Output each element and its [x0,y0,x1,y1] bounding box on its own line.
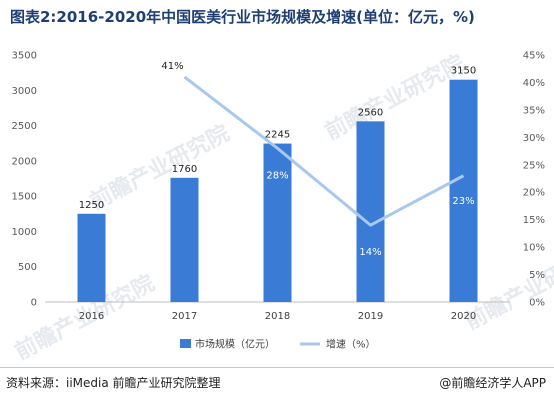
y-left-tick-label: 3500 [12,51,37,62]
y-right-tick-label: 15% [523,215,545,226]
bar [77,213,106,302]
line-series [183,75,465,227]
y-right-tick-label: 40% [523,78,545,89]
y-left-tick-label: 0 [31,298,37,309]
bar-value-label: 2560 [358,107,383,118]
bar [263,143,292,302]
growth-value-label: 23% [452,196,474,207]
watermark-text: 前瞻产业研究院 [86,120,234,215]
y-left-tick-label: 2500 [12,121,37,132]
legend-bar-swatch [180,339,191,348]
y-left-tick-label: 3000 [12,86,37,97]
brand-note: @前瞻经济学人APP [439,376,546,390]
bar [449,79,478,302]
bar [356,121,385,302]
watermark-text: 前瞻产业研究院 [321,50,469,145]
x-tick-label: 2016 [79,311,104,322]
x-tick-label: 2018 [265,311,290,322]
growth-value-label: 41% [161,61,183,72]
bar-value-label: 1250 [79,200,104,211]
axes: 0 500 1000 1500 2000 2500 3000 3500 0% 5% 10% 15% 20… [12,51,545,323]
growth-value-label: 14% [359,247,381,258]
footer-divider [0,367,554,368]
data-labels: 1250 1760 2245 2560 3150 41% 28% 14% 23% [79,61,476,258]
bar-value-label: 3150 [451,66,476,77]
source-note: 资料来源：iiMedia 前瞻产业研究院整理 [6,376,221,390]
bar [170,177,199,302]
legend-bar-label: 市场规模（亿元） [195,338,275,351]
y-right-tick-label: 25% [523,160,545,171]
growth-value-label: 28% [266,170,288,181]
bar-value-label: 1760 [172,164,197,175]
bar-value-label: 2245 [265,130,290,141]
y-left-tick-label: 1000 [12,227,37,238]
y-right-tick-label: 5% [529,270,545,281]
y-left-tick-label: 2000 [12,156,37,167]
bar-series [77,79,478,302]
legend: 市场规模（亿元） 增速（%） [180,338,376,351]
y-right-tick-label: 0% [529,298,545,309]
growth-line [183,75,465,227]
x-tick-label: 2017 [172,311,197,322]
y-right-tick-label: 30% [523,133,545,144]
y-right-tick-label: 20% [523,188,545,199]
x-tick-label: 2020 [451,311,476,322]
y-left-tick-label: 1500 [12,192,37,203]
x-tick-label: 2019 [358,311,383,322]
legend-line-label: 增速（%） [326,338,376,351]
y-left-tick-label: 500 [18,262,37,273]
chart-title: 图表2:2016-2020年中国医美行业市场规模及增速(单位：亿元，%) [10,8,475,26]
y-right-tick-label: 35% [523,105,545,116]
y-right-tick-label: 45% [523,51,545,62]
y-right-tick-label: 10% [523,243,545,254]
